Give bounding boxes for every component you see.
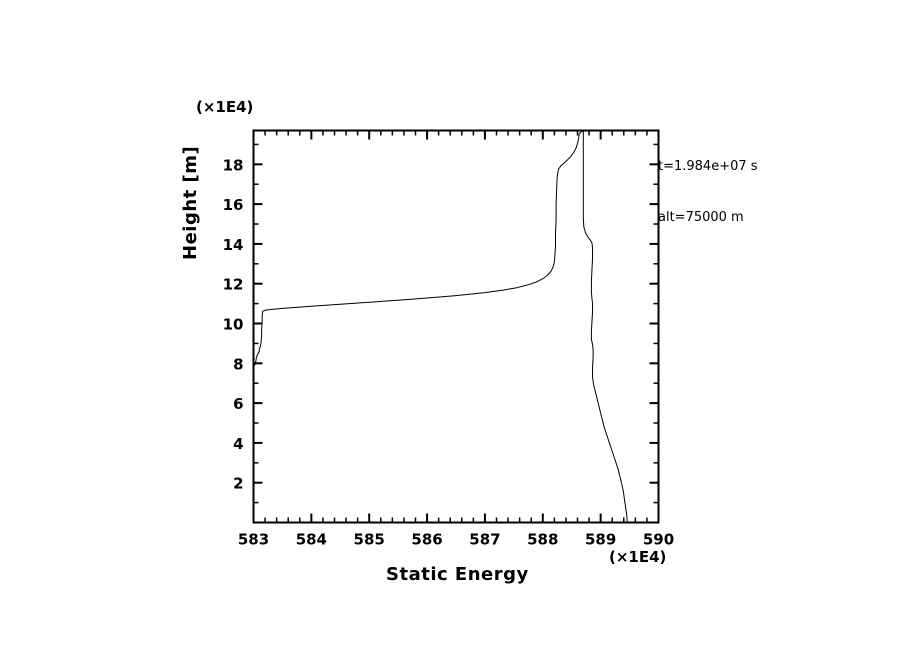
- y-tick-label: 14: [223, 236, 244, 254]
- annotation-time: t=1.984e+07 s: [658, 159, 758, 174]
- x-axis-tick-labels: 583 584 585 586 587 588 589 590: [238, 531, 674, 549]
- x-tick-label: 586: [411, 531, 442, 549]
- x-axis-multiplier-label: (×1E4): [609, 548, 667, 566]
- x-axis-title: Static Energy: [386, 564, 529, 585]
- y-tick-label: 4: [233, 435, 243, 453]
- plot-annotation-block: t=1.984e+07 s alt=75000 m: [658, 124, 758, 260]
- y-axis-title: Height [m]: [180, 145, 201, 260]
- x-axis-ticks: [252, 130, 660, 523]
- y-tick-label: 6: [233, 395, 243, 413]
- y-tick-label: 18: [223, 156, 244, 174]
- x-tick-label: 585: [354, 531, 385, 549]
- y-axis-ticks: [253, 143, 659, 524]
- x-tick-label: 584: [296, 531, 327, 549]
- y-tick-label: 12: [223, 276, 244, 294]
- x-tick-label: 588: [527, 531, 558, 549]
- y-axis-tick-labels: 2 4 6 8 10 12 14 16 18: [223, 156, 244, 492]
- y-axis-multiplier-label: (×1E4): [196, 98, 254, 116]
- x-tick-label: 583: [238, 531, 269, 549]
- y-tick-label: 10: [223, 316, 244, 334]
- x-tick-label: 590: [643, 531, 674, 549]
- x-tick-label: 589: [585, 531, 616, 549]
- data-line-static-energy-profile: [254, 130, 628, 523]
- y-tick-label: 2: [233, 475, 243, 493]
- axes-frame: [252, 129, 660, 524]
- annotation-altitude: alt=75000 m: [658, 210, 744, 225]
- data-series-group: [254, 130, 628, 523]
- x-tick-label: 587: [469, 531, 500, 549]
- y-tick-label: 16: [223, 196, 244, 214]
- y-tick-label: 8: [233, 355, 243, 373]
